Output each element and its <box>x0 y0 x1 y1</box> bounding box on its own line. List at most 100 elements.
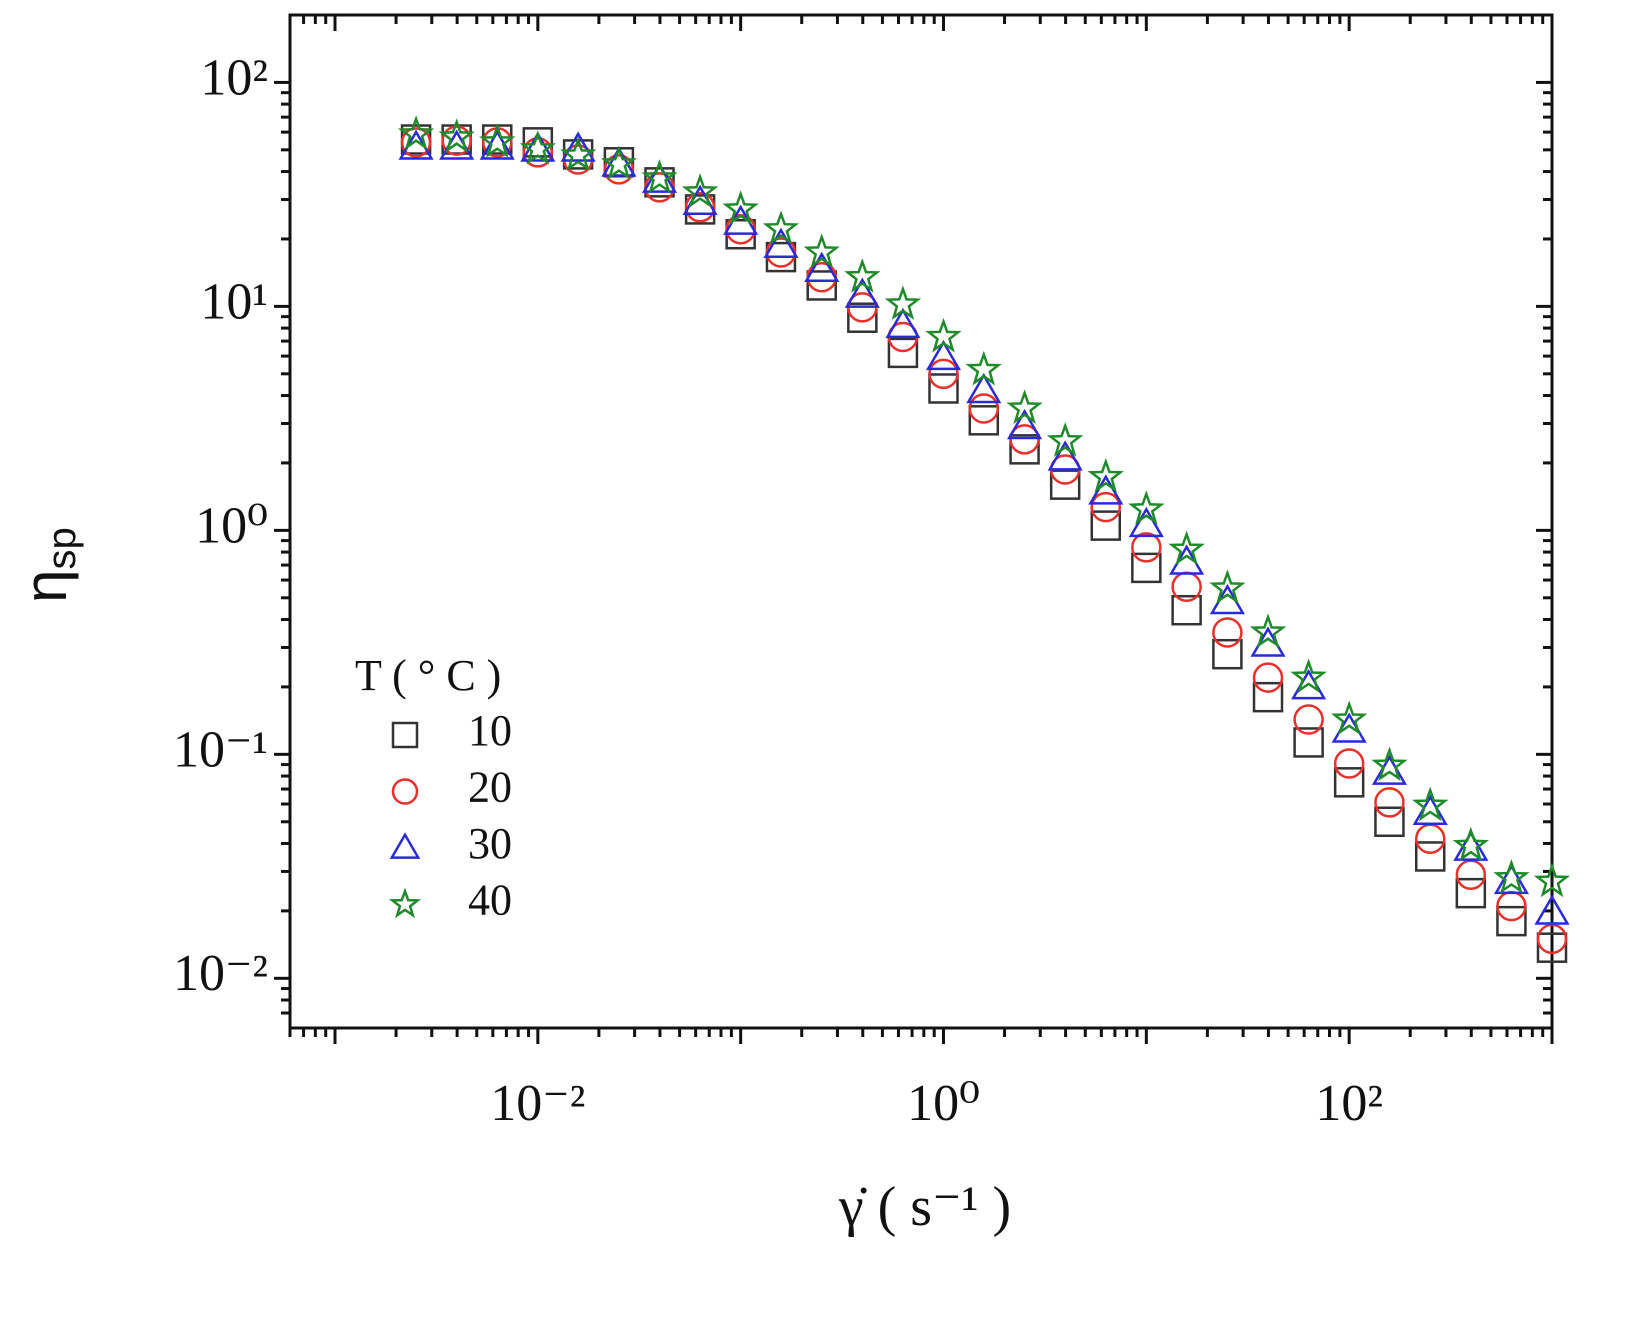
legend-label: 10 <box>468 706 512 755</box>
triangle-marker <box>389 832 421 859</box>
star-marker <box>1412 786 1449 822</box>
square-marker <box>1374 806 1405 838</box>
star-marker <box>438 118 475 153</box>
circle-marker <box>1212 617 1243 648</box>
triangle-marker <box>1493 863 1530 895</box>
square-marker <box>1536 932 1568 963</box>
star-marker <box>1168 530 1205 566</box>
star-marker <box>1209 569 1246 605</box>
plot-frame <box>288 13 1554 1030</box>
square-marker <box>887 337 919 369</box>
square-marker <box>1496 905 1527 937</box>
star-marker <box>397 115 435 150</box>
circle-marker <box>1455 859 1487 890</box>
y-axis-label-main: η <box>12 569 79 602</box>
circle-marker <box>1333 748 1365 779</box>
star-marker <box>388 887 422 919</box>
square-marker <box>1333 767 1365 798</box>
square-marker <box>1252 681 1284 713</box>
triangle-marker <box>804 251 840 283</box>
y-tick-label: 10⁻² <box>173 945 268 1002</box>
star-marker <box>519 130 557 165</box>
circle-marker <box>1536 923 1568 955</box>
triangle-marker <box>1128 506 1164 538</box>
star-marker <box>1290 658 1327 694</box>
square-marker <box>1414 841 1446 872</box>
circle-marker <box>968 393 1000 424</box>
triangle-marker <box>885 307 921 339</box>
square-marker <box>1049 469 1081 500</box>
triangle-marker <box>479 129 515 160</box>
circle-marker <box>1252 662 1284 693</box>
star-marker <box>1249 613 1287 648</box>
star-marker <box>479 123 516 158</box>
square-marker <box>1171 594 1202 626</box>
star-marker <box>1006 389 1043 425</box>
star-marker <box>1087 458 1124 493</box>
circle-marker <box>441 125 472 156</box>
x-axis-label: γ̇ ( s⁻¹ ) <box>838 1176 1011 1238</box>
circle-marker <box>684 192 716 223</box>
y-axis-label-sub: sp <box>40 527 84 569</box>
y-tick-label: 10¹ <box>200 273 268 330</box>
circle-marker <box>1414 823 1446 854</box>
circle-marker <box>1090 491 1122 523</box>
circle-marker <box>1009 424 1040 455</box>
star-marker <box>925 317 962 353</box>
star-marker <box>1452 826 1490 862</box>
triangle-marker <box>966 372 1002 404</box>
y-axis-label: ηsp <box>12 527 84 603</box>
y-tick-label: 10² <box>200 49 268 106</box>
circle-marker <box>391 778 419 805</box>
triangle-marker <box>1209 583 1245 615</box>
square-marker <box>968 405 1000 436</box>
square-marker <box>1212 638 1243 670</box>
star-marker <box>1493 859 1530 894</box>
circle-marker <box>928 358 959 390</box>
star-marker <box>559 136 597 171</box>
star-marker <box>600 145 638 180</box>
circle-marker <box>1293 704 1324 735</box>
triangle-marker <box>1453 830 1489 861</box>
star-marker <box>1371 746 1408 782</box>
x-tick-label: 10⁰ <box>907 1075 980 1132</box>
triangle-marker <box>1047 440 1083 471</box>
star-marker <box>965 350 1002 386</box>
circle-marker <box>522 137 554 168</box>
square-marker <box>1131 552 1162 584</box>
square-marker <box>1455 877 1487 909</box>
circle-marker <box>806 261 837 293</box>
star-marker <box>884 285 922 320</box>
triangle-marker <box>1006 408 1043 440</box>
triangle-marker <box>1169 544 1205 575</box>
x-tick-label: 10⁻² <box>490 1075 585 1132</box>
square-marker <box>391 721 419 749</box>
legend-label: 30 <box>468 819 512 868</box>
star-marker <box>803 233 840 269</box>
triangle-marker <box>925 339 962 371</box>
star-marker <box>641 159 678 194</box>
triangle-marker <box>844 277 880 308</box>
square-marker <box>847 302 878 333</box>
y-tick-label: 10⁰ <box>195 497 268 554</box>
x-tick-label: 10² <box>1315 1075 1383 1132</box>
star-marker <box>681 173 719 208</box>
square-marker <box>1009 434 1040 465</box>
circle-marker <box>1374 787 1405 818</box>
square-marker <box>1090 510 1122 541</box>
star-marker <box>1046 422 1084 457</box>
legend-label: 20 <box>468 763 512 812</box>
circle-marker <box>603 154 635 185</box>
circle-marker <box>1131 532 1162 563</box>
square-marker <box>928 373 959 404</box>
star-marker <box>844 258 881 293</box>
star-marker <box>762 210 800 245</box>
legend-title: T ( ° C ) <box>355 651 501 700</box>
circle-marker <box>400 127 432 158</box>
square-marker <box>1293 727 1324 758</box>
triangle-marker <box>763 227 799 258</box>
triangle-marker <box>1088 474 1124 505</box>
triangle-marker <box>1534 894 1570 925</box>
triangle-marker <box>520 131 556 162</box>
